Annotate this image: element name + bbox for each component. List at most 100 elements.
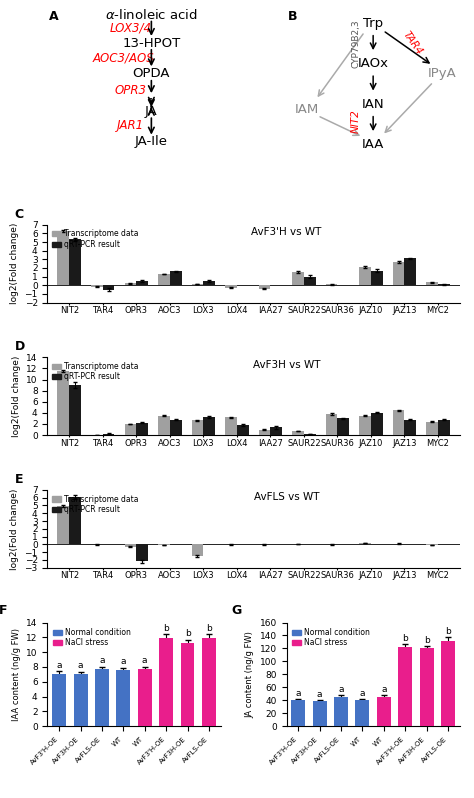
Legend: Transcriptome data, qRT-PCR result: Transcriptome data, qRT-PCR result — [51, 494, 139, 515]
Text: IAM: IAM — [295, 103, 319, 116]
Text: JA-Ile: JA-Ile — [135, 135, 168, 148]
Text: a: a — [120, 657, 126, 666]
Text: a: a — [381, 685, 387, 694]
Bar — [170, 420, 182, 435]
Bar — [371, 271, 383, 285]
Y-axis label: IAA content (ng/g FW): IAA content (ng/g FW) — [12, 628, 21, 721]
Bar — [202, 638, 216, 726]
Bar — [117, 670, 130, 726]
Text: a: a — [78, 662, 83, 670]
Bar — [371, 413, 383, 435]
Text: a: a — [56, 661, 62, 670]
Bar — [136, 544, 148, 562]
Bar — [125, 544, 136, 547]
Bar — [356, 701, 369, 726]
Text: D: D — [14, 341, 25, 354]
Bar — [359, 267, 371, 285]
Bar — [419, 649, 434, 726]
Bar — [191, 420, 203, 435]
Text: LOX3/4: LOX3/4 — [109, 22, 152, 35]
Text: b: b — [185, 630, 191, 638]
Legend: Transcriptome data, qRT-PCR result: Transcriptome data, qRT-PCR result — [51, 228, 139, 250]
Y-axis label: log2(Fold change): log2(Fold change) — [10, 223, 19, 304]
Bar — [426, 422, 438, 435]
Text: E: E — [14, 473, 23, 486]
Bar — [326, 414, 337, 435]
Text: CYP79B2,3: CYP79B2,3 — [351, 19, 360, 68]
Text: F: F — [0, 604, 8, 618]
Text: OPR3: OPR3 — [115, 85, 146, 97]
Bar — [57, 371, 69, 435]
Bar — [393, 410, 404, 435]
Text: 13-HPOT: 13-HPOT — [122, 37, 181, 50]
Text: a: a — [99, 656, 105, 665]
Bar — [393, 262, 404, 285]
Bar — [191, 544, 203, 556]
Text: $\alpha$-linoleic acid: $\alpha$-linoleic acid — [105, 8, 198, 22]
Bar — [69, 497, 81, 544]
Text: AvFLS vs WT: AvFLS vs WT — [254, 492, 319, 502]
Y-axis label: JA content (ng/g FW): JA content (ng/g FW) — [245, 631, 254, 717]
Bar — [237, 425, 248, 435]
Text: a: a — [338, 685, 344, 694]
Bar — [52, 674, 66, 726]
Bar — [404, 420, 416, 435]
Bar — [292, 272, 304, 285]
Text: AvF3H vs WT: AvF3H vs WT — [253, 360, 320, 369]
Text: b: b — [206, 623, 212, 633]
Bar — [69, 385, 81, 435]
Bar — [158, 274, 170, 285]
Text: a: a — [317, 689, 322, 699]
Bar — [138, 670, 152, 726]
Text: B: B — [288, 10, 298, 22]
Text: AvF3'H vs WT: AvF3'H vs WT — [251, 227, 322, 237]
Bar — [398, 647, 412, 726]
Bar — [259, 429, 270, 435]
Bar — [334, 697, 348, 726]
Text: IAA: IAA — [362, 138, 384, 151]
Text: JA: JA — [145, 105, 158, 118]
Text: b: b — [402, 634, 408, 643]
Text: AOC3/AOS: AOC3/AOS — [93, 51, 155, 64]
Bar — [304, 434, 316, 435]
Text: b: b — [424, 636, 429, 645]
Bar — [103, 433, 114, 435]
Text: a: a — [295, 689, 301, 698]
Bar — [191, 284, 203, 285]
Bar — [225, 417, 237, 435]
Bar — [359, 543, 371, 544]
Legend: Normal condition, NaCl stress: Normal condition, NaCl stress — [51, 626, 132, 649]
Bar — [359, 416, 371, 435]
Bar — [136, 281, 148, 285]
Bar — [259, 285, 270, 289]
Bar — [73, 674, 88, 726]
Legend: Transcriptome data, qRT-PCR result: Transcriptome data, qRT-PCR result — [51, 361, 139, 382]
Text: NIT2: NIT2 — [351, 109, 361, 133]
Bar — [95, 670, 109, 726]
Text: OPDA: OPDA — [133, 67, 170, 81]
Text: IAOx: IAOx — [358, 57, 389, 70]
Y-axis label: log2(Fold change): log2(Fold change) — [12, 356, 21, 437]
Text: TAR4: TAR4 — [401, 30, 425, 57]
Text: a: a — [142, 656, 147, 665]
Bar — [203, 417, 215, 435]
Text: a: a — [360, 689, 365, 698]
Bar — [159, 638, 173, 726]
Text: IPyA: IPyA — [428, 67, 457, 81]
Bar — [438, 284, 450, 285]
Bar — [103, 285, 114, 290]
Bar — [91, 285, 103, 286]
Text: b: b — [445, 626, 451, 636]
Bar — [438, 420, 450, 435]
Text: G: G — [231, 604, 241, 618]
Text: C: C — [14, 208, 24, 221]
Bar — [125, 424, 136, 435]
Text: JAR1: JAR1 — [117, 119, 144, 132]
Text: IAN: IAN — [362, 97, 384, 111]
Text: Trp: Trp — [363, 17, 383, 30]
Bar — [404, 259, 416, 285]
Bar — [313, 701, 327, 726]
Bar — [441, 641, 455, 726]
Text: b: b — [163, 623, 169, 633]
Bar — [158, 416, 170, 435]
